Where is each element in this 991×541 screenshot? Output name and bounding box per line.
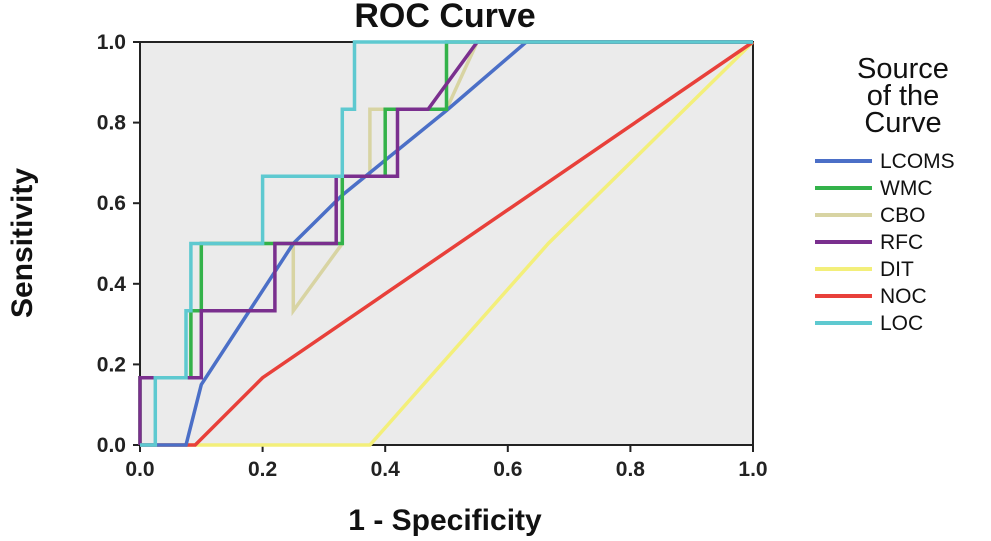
x-axis: 0.0 0.2 0.4 0.6 0.8 1.0 xyxy=(125,445,768,481)
legend-label: DIT xyxy=(880,258,914,281)
legend-label: NOC xyxy=(880,285,927,308)
x-tick-label: 0.4 xyxy=(371,458,401,481)
x-tick-label: 1.0 xyxy=(738,458,767,481)
legend-title: of the xyxy=(867,80,940,112)
series-line-rfc xyxy=(138,40,753,445)
legend-title: Curve xyxy=(864,107,941,139)
series-line-loc xyxy=(140,40,753,447)
chart-title: ROC Curve xyxy=(354,0,535,35)
legend-title: Source xyxy=(857,53,949,85)
y-tick-label: 0.2 xyxy=(97,353,126,376)
legend-label: LCOMS xyxy=(880,150,955,173)
series-line-lcoms xyxy=(140,40,753,447)
y-tick-label: 0.0 xyxy=(97,434,126,457)
y-tick-label: 0.8 xyxy=(97,112,127,135)
y-tick-label: 1.0 xyxy=(97,31,126,54)
legend-label: LOC xyxy=(880,312,923,335)
y-tick-label: 0.4 xyxy=(97,273,127,296)
series-lines xyxy=(138,40,755,447)
legend-label: CBO xyxy=(880,204,926,227)
x-tick-label: 0.6 xyxy=(493,458,522,481)
y-axis: 0.0 0.2 0.4 0.6 0.8 1.0 xyxy=(97,31,140,457)
y-tick-label: 0.6 xyxy=(97,192,126,215)
x-tick-label: 0.0 xyxy=(125,458,154,481)
series-line-wmc xyxy=(138,40,753,445)
legend-label: RFC xyxy=(880,231,923,254)
legend-label: WMC xyxy=(880,177,932,200)
series-line-dit xyxy=(140,40,755,447)
x-tick-label: 0.2 xyxy=(248,458,277,481)
x-tick-label: 0.8 xyxy=(616,458,646,481)
x-axis-label: 1 - Specificity xyxy=(348,504,542,537)
y-axis-label: Sensitivity xyxy=(6,168,39,318)
